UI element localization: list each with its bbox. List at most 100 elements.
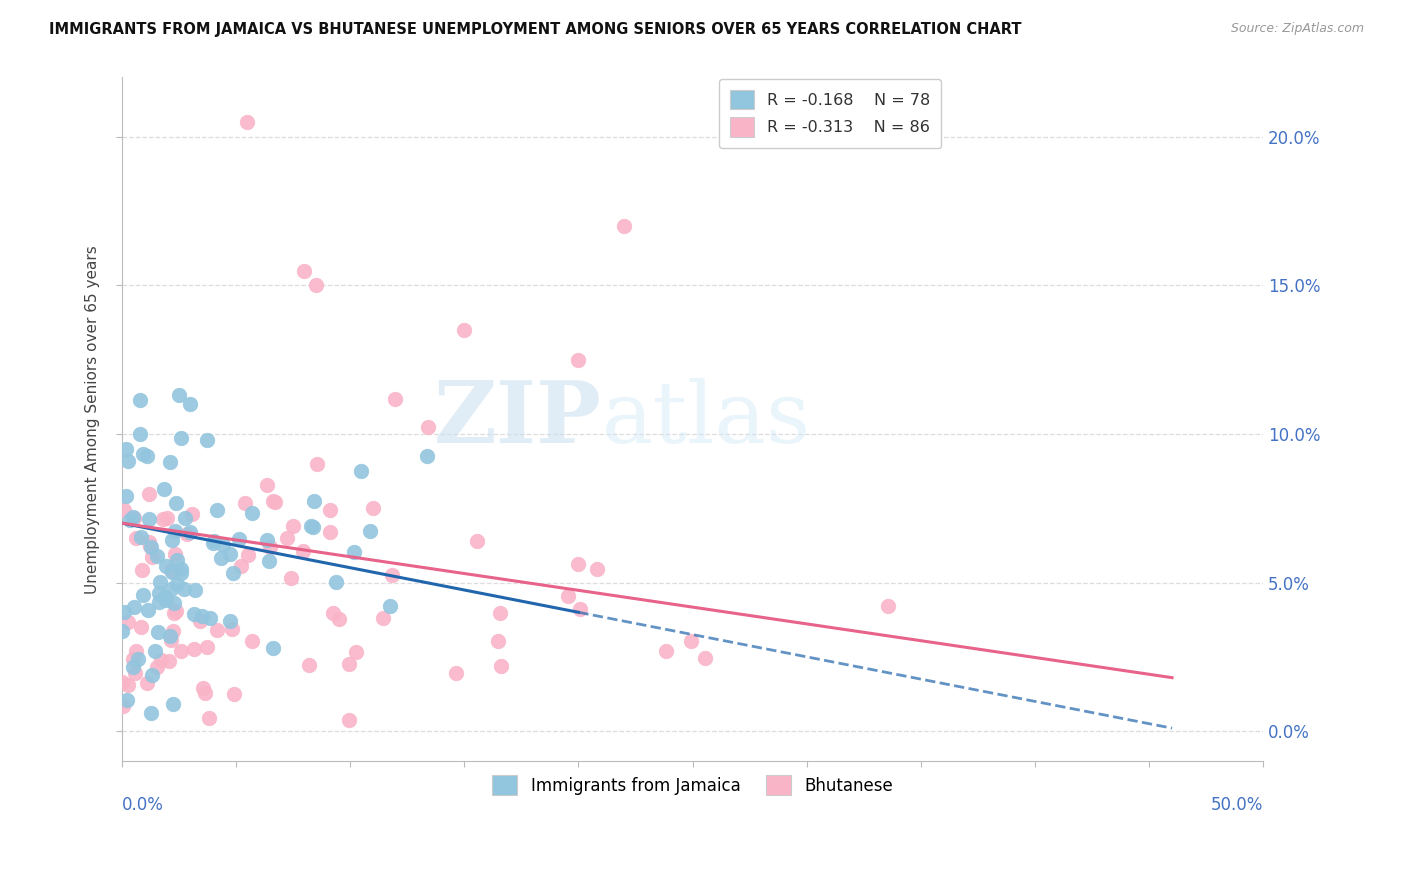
Point [138, 535, 160, 549]
Point [328, 612, 350, 626]
Point [118, 513, 141, 527]
Text: IMMIGRANTS FROM JAMAICA VS BHUTANESE UNEMPLOYMENT AMONG SENIORS OVER 65 YEARS CO: IMMIGRANTS FROM JAMAICA VS BHUTANESE UNE… [49, 22, 1022, 37]
Point [170, 566, 193, 581]
Point [319, 502, 342, 516]
Point [198, 710, 221, 724]
Point [135, 449, 157, 463]
Point [174, 511, 197, 525]
Point [194, 686, 217, 700]
Point [141, 668, 163, 682]
Point [294, 263, 316, 277]
Point [359, 524, 381, 539]
Point [337, 657, 360, 671]
Point [141, 540, 163, 554]
Point [112, 605, 135, 619]
Point [371, 611, 394, 625]
Point [163, 524, 186, 538]
Point [117, 454, 139, 468]
Point [343, 545, 366, 559]
Point [344, 645, 367, 659]
Point [236, 115, 259, 129]
Point [586, 562, 609, 576]
Point [201, 536, 224, 550]
Point [228, 532, 250, 546]
Point [257, 554, 280, 568]
Point [198, 611, 221, 625]
Point [236, 548, 259, 562]
Point [136, 676, 159, 690]
Text: atlas: atlas [602, 377, 810, 461]
Point [219, 614, 242, 628]
Point [181, 508, 204, 522]
Point [209, 551, 232, 566]
Point [160, 565, 183, 579]
Text: 50.0%: 50.0% [1211, 797, 1264, 814]
Point [292, 544, 315, 558]
Point [195, 640, 218, 654]
Point [124, 644, 146, 658]
Point [205, 623, 228, 637]
Point [302, 520, 325, 534]
Point [162, 697, 184, 711]
Legend: Immigrants from Jamaica, Bhutanese: Immigrants from Jamaica, Bhutanese [484, 767, 901, 804]
Point [132, 588, 155, 602]
Point [138, 512, 160, 526]
Point [160, 632, 183, 647]
Point [163, 596, 186, 610]
Text: 0.0%: 0.0% [122, 797, 163, 814]
Point [222, 566, 245, 581]
Point [416, 450, 439, 464]
Point [205, 502, 228, 516]
Point [159, 629, 181, 643]
Point [184, 582, 207, 597]
Point [679, 633, 702, 648]
Point [322, 606, 344, 620]
Point [125, 531, 148, 545]
Point [183, 642, 205, 657]
Point [155, 592, 177, 607]
Point [302, 494, 325, 508]
Point [146, 660, 169, 674]
Point [170, 644, 193, 658]
Point [165, 604, 187, 618]
Point [170, 431, 193, 445]
Point [325, 575, 347, 590]
Point [117, 678, 139, 692]
Point [131, 563, 153, 577]
Point [111, 624, 134, 638]
Point [877, 599, 900, 614]
Point [138, 487, 160, 501]
Point [197, 433, 219, 447]
Point [305, 278, 328, 293]
Point [136, 603, 159, 617]
Point [191, 608, 214, 623]
Point [305, 457, 328, 471]
Point [162, 624, 184, 639]
Point [157, 654, 180, 668]
Point [122, 600, 145, 615]
Point [167, 388, 190, 402]
Point [122, 511, 145, 525]
Point [162, 564, 184, 578]
Point [170, 561, 193, 575]
Point [262, 493, 284, 508]
Point [152, 512, 174, 526]
Point [319, 525, 342, 540]
Point [202, 533, 225, 548]
Point [231, 559, 253, 574]
Point [155, 559, 177, 574]
Point [240, 634, 263, 648]
Point [378, 599, 401, 614]
Point [129, 530, 152, 544]
Point [166, 552, 188, 566]
Point [160, 582, 183, 596]
Point [160, 563, 183, 577]
Point [337, 713, 360, 727]
Point [486, 634, 509, 648]
Point [129, 619, 152, 633]
Point [361, 501, 384, 516]
Text: Source: ZipAtlas.com: Source: ZipAtlas.com [1230, 22, 1364, 36]
Point [280, 571, 302, 585]
Point [122, 510, 145, 524]
Y-axis label: Unemployment Among Seniors over 65 years: Unemployment Among Seniors over 65 years [86, 244, 100, 593]
